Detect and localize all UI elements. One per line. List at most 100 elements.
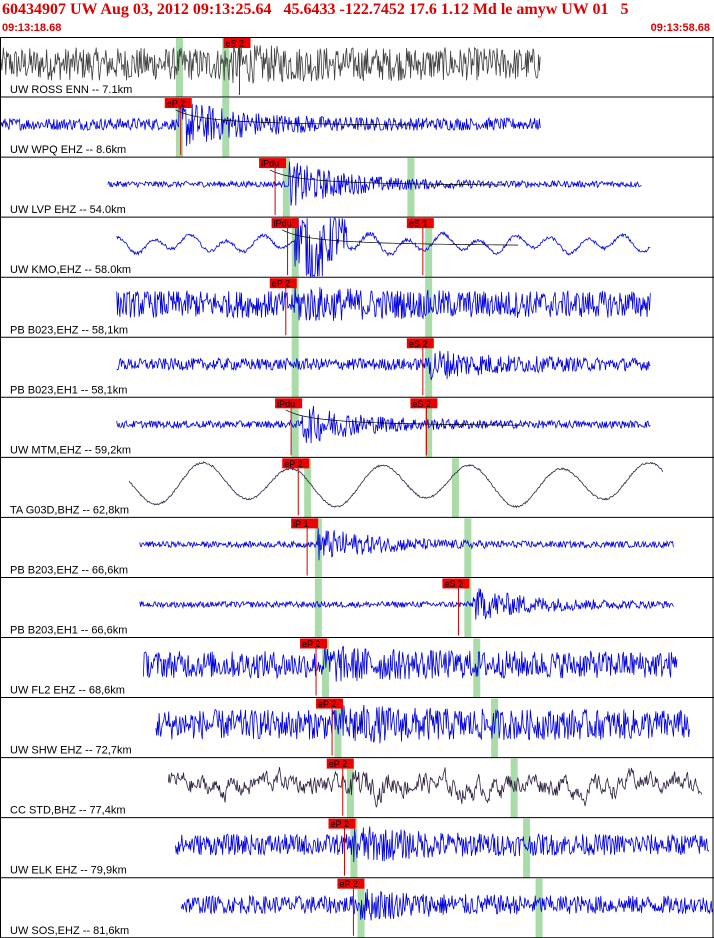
station-label: UW ELK EHZ -- 79,9km (10, 865, 127, 877)
theoretical-arrival-band (176, 98, 183, 158)
phase-pick-box[interactable] (282, 458, 310, 469)
station-label: TA G03D,BHZ -- 62,8km (10, 504, 129, 516)
phase-pick-box[interactable] (275, 398, 303, 409)
start-time-label: 09:13:18.68 (2, 22, 62, 34)
phase-pick-label: eP 2 (272, 279, 290, 289)
phase-pick-box[interactable] (271, 218, 299, 229)
station-label: UW SHW EHZ -- 72,7km (10, 745, 132, 757)
theoretical-arrival-band (291, 278, 299, 338)
phase-pick-box[interactable] (269, 278, 297, 289)
phase-pick-box[interactable] (442, 578, 470, 589)
waveform-trace (128, 461, 664, 509)
phase-pick-label: eS 2 (409, 339, 428, 349)
waveform-trace (139, 528, 674, 561)
station-label: CC STD,BHZ -- 77,4km (10, 805, 126, 817)
waveform-trace (116, 405, 651, 444)
theoretical-arrival-band (282, 158, 290, 218)
phase-pick-label: iPdu (274, 219, 292, 229)
theoretical-arrival-band (291, 398, 299, 458)
phase-pick-box[interactable] (291, 518, 319, 529)
station-label: UW FL2 EHZ -- 68,6km (10, 685, 125, 697)
trace-panel: eP 2 UW WPQ EHZ -- 8.6km (0, 97, 714, 158)
phase-pick-label: eS 2 (444, 579, 463, 589)
phase-pick-label: eP 2 (318, 699, 336, 709)
coda-duration-curve (175, 109, 412, 126)
phase-pick-box[interactable] (328, 818, 356, 829)
seismogram-plot: eS 2 UW ROSS ENN -- 7.1km eP 2 UW WPQ EHZ -… (0, 37, 714, 938)
phase-pick-label: eS 2 (412, 399, 431, 409)
station-label: UW ROSS ENN -- 7.1km (10, 84, 132, 96)
station-label: UW WPQ EHZ -- 8.6km (10, 144, 126, 156)
waveform-trace (175, 826, 710, 863)
phase-pick-box[interactable] (406, 338, 434, 349)
phase-pick-label: eP 2 (329, 759, 347, 769)
trace-panel: iPdu eS 1 UW KMO,EHZ -- 58.0km (0, 217, 714, 278)
trace-panel: eP 2 UW SOS,EHZ -- 81,6km (0, 878, 714, 938)
waveform-trace (0, 97, 541, 147)
trace-panel: eS 2 UW ROSS ENN -- 7.1km (0, 38, 714, 98)
station-label: PB B023,EHZ -- 58,1km (10, 324, 128, 336)
theoretical-arrival-band (535, 878, 543, 938)
phase-pick-label: iP 1 (293, 519, 308, 529)
phase-pick-label: eP 2 (302, 639, 320, 649)
theoretical-arrival-band (304, 458, 312, 518)
phase-pick-label: eP 2 (167, 99, 185, 109)
station-label: UW MTM,EHZ -- 59,2km (10, 444, 131, 456)
station-label: PB B203,EH1 -- 66,6km (10, 625, 127, 637)
theoretical-arrival-band (222, 98, 230, 158)
phase-pick-box[interactable] (300, 638, 328, 649)
phase-pick-box[interactable] (410, 398, 438, 409)
theoretical-arrival-band (222, 38, 230, 98)
phase-pick-label: eP 2 (339, 879, 357, 889)
waveform-trace (139, 588, 674, 620)
trace-panel: eP 2 TA G03D,BHZ -- 62,8km (0, 458, 714, 518)
phase-pick-box[interactable] (337, 878, 365, 889)
waveform-trace (143, 645, 678, 682)
trace-panel: eS 2 PB B203,EH1 -- 66,6km (0, 578, 714, 638)
end-time-label: 09:13:58.68 (650, 22, 710, 34)
waveform-trace (180, 888, 714, 921)
waveform-trace (116, 217, 651, 278)
trace-panel: eS 2 PB B023,EH1 -- 58,1km (0, 338, 714, 398)
theoretical-arrival-band (464, 518, 472, 578)
phase-pick-box[interactable] (326, 758, 354, 769)
theoretical-arrival-band (464, 578, 472, 638)
phase-pick-label: iPdu (261, 159, 279, 169)
phase-pick-label: eP 2 (331, 819, 349, 829)
event-title: 60434907 UW Aug 03, 2012 09:13:25.64 45.… (2, 1, 629, 18)
theoretical-arrival-band (425, 338, 433, 398)
plot-header: 60434907 UW Aug 03, 2012 09:13:25.64 45.… (0, 0, 714, 36)
waveform-trace (107, 161, 642, 206)
trace-panel: eP 2 UW ELK EHZ -- 79,9km (0, 818, 714, 879)
trace-panel: eP 2 UW SHW EHZ -- 72,7km (0, 698, 714, 759)
trace-panel: iPdu eS 2 UW MTM,EHZ -- 59,2km (0, 398, 714, 458)
trace-panel: iPdu UW LVP EHZ -- 54.0km (0, 158, 714, 218)
trace-panel: eP 2 CC STD,BHZ -- 77,4km (0, 758, 714, 819)
trace-panel: eP 2 UW FL2 EHZ -- 68,6km (0, 638, 714, 699)
phase-pick-label: eP 2 (284, 459, 302, 469)
waveform-trace (155, 704, 690, 744)
waveform-trace (116, 350, 651, 381)
phase-pick-label: eS 2 (226, 39, 245, 49)
theoretical-arrival-band (314, 578, 322, 638)
phase-pick-box[interactable] (316, 698, 344, 709)
station-label: UW LVP EHZ -- 54.0km (10, 204, 126, 216)
phase-pick-box[interactable] (406, 218, 434, 229)
theoretical-arrival-band (321, 638, 329, 698)
phase-pick-box[interactable] (164, 98, 192, 109)
phase-pick-label: eS 1 (409, 219, 428, 229)
phase-pick-box[interactable] (259, 158, 287, 169)
station-label: PB B203,EHZ -- 66,6km (10, 564, 128, 576)
coda-duration-curve (269, 169, 506, 186)
theoretical-arrival-band (451, 458, 459, 518)
waveform-trace (167, 767, 703, 808)
coda-duration-curve (285, 409, 522, 426)
coda-duration-curve (282, 229, 519, 246)
theoretical-arrival-band (176, 38, 183, 98)
waveform-trace (116, 284, 651, 321)
station-label: UW SOS,EHZ -- 81,6km (10, 925, 129, 937)
trace-panel: iP 1 PB B203,EHZ -- 66,6km (0, 518, 714, 578)
trace-panel: eP 2 PB B023,EHZ -- 58,1km (0, 278, 714, 338)
phase-pick-box[interactable] (223, 38, 251, 48)
station-label: UW KMO,EHZ -- 58.0km (10, 264, 131, 276)
